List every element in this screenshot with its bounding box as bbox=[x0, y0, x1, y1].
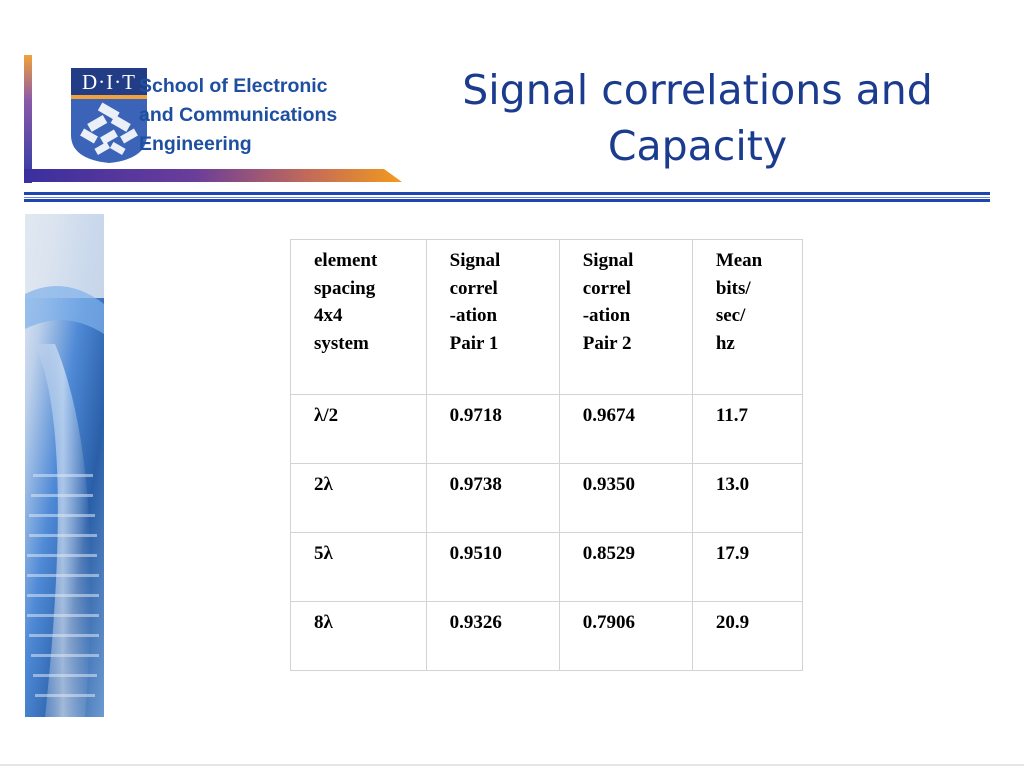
header-line: -ation bbox=[582, 305, 631, 326]
header-line: spacing bbox=[314, 277, 376, 299]
table-cell-capacity: 13.0 bbox=[691, 463, 804, 533]
banner-background bbox=[24, 55, 402, 183]
school-name-line-1: School of Electronic bbox=[139, 75, 328, 97]
table-cell-pair-2: 0.9350 bbox=[558, 463, 693, 533]
table-cell-pair-1: 0.9718 bbox=[425, 394, 560, 464]
table-cell-capacity: 20.9 bbox=[691, 601, 804, 671]
school-banner: D·I·T School of Electronic and Communica… bbox=[24, 55, 402, 183]
table-row: 5λ 0.9510 0.8529 17.9 bbox=[290, 532, 804, 602]
correlation-capacity-table: element spacing 4x4 system Signal correl… bbox=[290, 239, 804, 671]
table-cell-pair-1: 0.9510 bbox=[425, 532, 560, 602]
header-mean-bits-per-sec-per-hz: Mean bits/ sec/ hz bbox=[691, 239, 804, 395]
table-row: 8λ 0.9326 0.7906 20.9 bbox=[290, 601, 804, 671]
header-line: correl bbox=[582, 277, 631, 299]
table-cell-capacity: 17.9 bbox=[691, 532, 804, 602]
header-line: 4x4 bbox=[314, 305, 343, 326]
header-line: Pair 2 bbox=[582, 332, 632, 354]
table-cell-pair-1: 0.9326 bbox=[425, 601, 560, 671]
table-cell-pair-2: 0.7906 bbox=[558, 601, 693, 671]
header-signal-correlation-pair-2: Signal correl -ation Pair 2 bbox=[558, 239, 693, 395]
table-row: 2λ 0.9738 0.9350 13.0 bbox=[290, 463, 804, 533]
header-line: Signal bbox=[449, 250, 501, 271]
header-line: Pair 1 bbox=[449, 332, 499, 354]
table-cell-pair-1: 0.9738 bbox=[425, 463, 560, 533]
header-line: Signal bbox=[582, 250, 634, 271]
header-line: Mean bbox=[715, 250, 763, 271]
header-line: sec/ bbox=[715, 305, 746, 326]
table-cell-spacing: 5λ bbox=[290, 532, 427, 602]
dit-logo: D·I·T bbox=[71, 68, 147, 163]
table-cell-pair-2: 0.9674 bbox=[558, 394, 693, 464]
title-divider bbox=[24, 192, 990, 202]
slide-title: Signal correlations and Capacity bbox=[440, 62, 955, 174]
header-line: element bbox=[314, 250, 378, 271]
footer-divider bbox=[0, 764, 1024, 766]
header-signal-correlation-pair-1: Signal correl -ation Pair 1 bbox=[425, 239, 560, 395]
table-cell-spacing: 8λ bbox=[290, 601, 427, 671]
table-cell-pair-2: 0.8529 bbox=[558, 532, 693, 602]
slide-title-line-2: Capacity bbox=[607, 122, 788, 170]
table-cell-spacing: 2λ bbox=[290, 463, 427, 533]
table-cell-capacity: 11.7 bbox=[691, 394, 804, 464]
table-cell-spacing: λ/2 bbox=[290, 394, 427, 464]
header-element-spacing: element spacing 4x4 system bbox=[290, 239, 427, 395]
header-line: correl bbox=[449, 277, 498, 299]
school-name-line-3: Engineering bbox=[139, 133, 252, 155]
school-name-line-2: and Communications bbox=[139, 104, 338, 126]
dit-logo-text: D·I·T bbox=[71, 68, 147, 96]
header-line: -ation bbox=[449, 305, 498, 326]
slide-title-line-1: Signal correlations and bbox=[462, 66, 933, 114]
crest-icon bbox=[71, 95, 147, 163]
table-header-row: element spacing 4x4 system Signal correl… bbox=[290, 239, 804, 395]
decorative-binary-image bbox=[25, 214, 104, 717]
header-line: bits/ bbox=[715, 277, 751, 299]
school-name: School of Electronic and Communications … bbox=[139, 72, 389, 159]
header-line: system bbox=[314, 332, 369, 354]
header-line: hz bbox=[715, 332, 735, 354]
table-row: λ/2 0.9718 0.9674 11.7 bbox=[290, 394, 804, 464]
